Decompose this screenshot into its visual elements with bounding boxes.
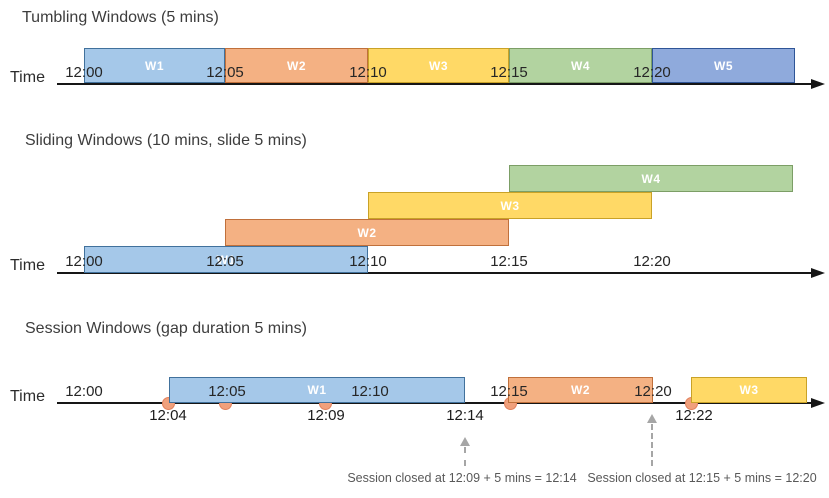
tick-label: 12:00 (65, 64, 103, 81)
session-window-w1: W1 (169, 377, 465, 403)
session-window-w3: W3 (691, 377, 807, 403)
tumbling-window-w2: W2 (225, 48, 368, 83)
tick-label: 12:20 (634, 383, 672, 400)
session-window-w2: W2 (508, 377, 653, 403)
window-label: W2 (357, 225, 377, 240)
sliding-time-axis (57, 272, 812, 274)
window-label: W1 (145, 58, 164, 73)
sliding-window-w2: W2 (225, 219, 509, 246)
window-label: W4 (571, 58, 590, 73)
window-label: W2 (287, 58, 306, 73)
tick-label: 12:10 (349, 253, 387, 270)
tumbling-window-w1: W1 (84, 48, 225, 83)
sliding-time-axis-label: Time (10, 257, 45, 274)
event-time-label: 12:09 (307, 407, 345, 424)
tick-label: 12:15 (490, 383, 528, 400)
session-close-arrow-icon (647, 414, 657, 423)
tumbling-time-axis-label: Time (10, 69, 45, 86)
window-label: W3 (739, 383, 759, 397)
session-close-arrow-line (464, 447, 466, 466)
tick-label: 12:05 (208, 383, 246, 400)
tumbling-time-axis (57, 83, 812, 85)
session-time-axis-label: Time (10, 388, 45, 405)
window-label: W3 (429, 58, 448, 73)
session-time-axis (57, 402, 812, 404)
sliding-title: Sliding Windows (10 mins, slide 5 mins) (25, 132, 307, 149)
session-title: Session Windows (gap duration 5 mins) (25, 320, 307, 337)
window-label: W5 (714, 58, 733, 73)
sliding-axis-arrow-icon (811, 268, 825, 278)
tick-label: 12:10 (351, 383, 389, 400)
sliding-window-w1: W1 (84, 246, 368, 273)
tumbling-axis-arrow-icon (811, 79, 825, 89)
session-closed-annotation: Session closed at 12:15 + 5 mins = 12:20 (587, 471, 817, 485)
event-time-label: 12:04 (149, 407, 187, 424)
session-close-arrow-icon (460, 437, 470, 446)
window-label: W1 (216, 252, 236, 267)
tick-label: 12:15 (490, 64, 528, 81)
tumbling-window-w5: W5 (652, 48, 795, 83)
tumbling-window-w3: W3 (368, 48, 509, 83)
window-label: W2 (571, 383, 590, 397)
tick-label: 12:05 (206, 64, 244, 81)
tumbling-window-w4: W4 (509, 48, 652, 83)
session-close-arrow-line (651, 424, 653, 466)
tick-label: 12:20 (633, 64, 671, 81)
tick-label: 12:05 (206, 253, 244, 270)
window-label: W4 (641, 171, 661, 186)
event-time-label: 12:14 (446, 407, 484, 424)
window-label: W3 (500, 198, 520, 213)
tick-label: 12:00 (65, 383, 103, 400)
sliding-window-w4: W4 (509, 165, 793, 192)
session-closed-annotation: Session closed at 12:09 + 5 mins = 12:14 (347, 471, 577, 485)
event-time-label: 12:22 (675, 407, 713, 424)
tumbling-title: Tumbling Windows (5 mins) (22, 9, 219, 26)
session-axis-arrow-icon (811, 398, 825, 408)
tick-label: 12:00 (65, 253, 103, 270)
tick-label: 12:15 (490, 253, 528, 270)
window-label: W1 (307, 383, 327, 397)
tick-label: 12:10 (349, 64, 387, 81)
tick-label: 12:20 (633, 253, 671, 270)
sliding-window-w3: W3 (368, 192, 652, 219)
